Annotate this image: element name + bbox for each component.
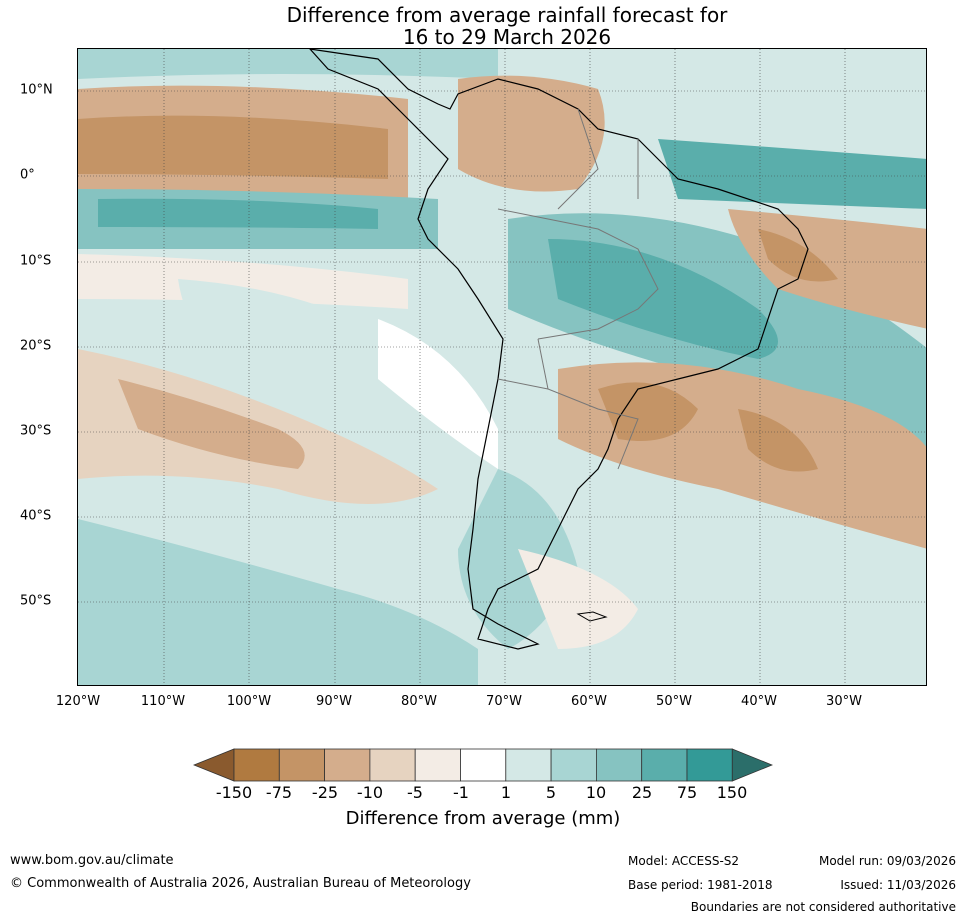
- south-atlantic-dry-core: [738, 409, 818, 472]
- colorbar-cell: [414, 748, 461, 782]
- colorbar-tick: 150: [716, 783, 748, 802]
- rainfall-map: [77, 48, 927, 686]
- rainfall-anomaly-field: [78, 49, 926, 685]
- falkland-islands: [576, 611, 608, 622]
- lat-label-0: 0°: [20, 167, 35, 183]
- colorbar-cell: [550, 748, 597, 782]
- colorbar-tick: 25: [631, 783, 653, 802]
- lat-label-30s: 30°S: [20, 423, 52, 439]
- colorbar-tick: -10: [356, 783, 384, 802]
- colorbar-arrow-left: [193, 748, 235, 782]
- colorbar-tick: 75: [676, 783, 698, 802]
- lon-label-90w: 90°W: [316, 694, 352, 709]
- ne-brazil-dry-core: [758, 229, 838, 282]
- graticule: [78, 49, 926, 685]
- colorbar-tick: -25: [311, 783, 339, 802]
- colorbar-cell: [686, 748, 733, 782]
- south-america-coastline: [309, 49, 809, 650]
- pacific-wet-patch: [178, 279, 408, 389]
- disclaimer-text: Boundaries are not considered authoritat…: [690, 900, 956, 914]
- lat-label-10s: 10°S: [20, 253, 52, 269]
- title-line-1: Difference from average rainfall forecas…: [286, 3, 728, 27]
- colorbar-cell: [278, 748, 326, 782]
- colorbar-tick: -5: [407, 783, 423, 802]
- lon-label-80w: 80°W: [401, 694, 437, 709]
- colorbar-label: Difference from average (mm): [345, 808, 621, 829]
- lat-label-50s: 50°S: [20, 593, 52, 609]
- model-text: Model: ACCESS-S2: [628, 854, 740, 868]
- north-wet-strip: [78, 49, 498, 79]
- colorbar-tick: 10: [585, 783, 607, 802]
- colorbar-tick: -75: [265, 783, 293, 802]
- lon-label-70w: 70°W: [486, 694, 522, 709]
- lat-label-10n: 10°N: [20, 82, 53, 98]
- lon-label-120w: 120°W: [55, 694, 101, 709]
- colorbar-tick: 5: [545, 783, 557, 802]
- lon-label-110w: 110°W: [140, 694, 186, 709]
- colorbar-cell: [505, 748, 552, 782]
- chile-coast-neutral: [378, 319, 498, 469]
- model-run-text: Model run: 09/03/2026: [818, 854, 956, 868]
- country-borders: [497, 108, 659, 470]
- uruguay-dry-core: [598, 382, 698, 441]
- colorbar-tick: -150: [215, 783, 253, 802]
- brazil-wet-core: [548, 239, 778, 359]
- colorbar-tick: -1: [453, 783, 469, 802]
- lon-label-60w: 60°W: [571, 694, 607, 709]
- colorbar-cell: [324, 748, 371, 782]
- lon-label-30w: 30°W: [826, 694, 862, 709]
- lon-label-40w: 40°W: [741, 694, 777, 709]
- neutral-band: [78, 254, 408, 309]
- lon-label-100w: 100°W: [226, 694, 272, 709]
- lon-label-50w: 50°W: [656, 694, 692, 709]
- copyright-text: © Commonwealth of Australia 2026, Austra…: [10, 876, 471, 891]
- website-text: www.bom.gov.au/climate: [10, 853, 174, 868]
- south-atlantic-wet: [578, 479, 926, 589]
- southern-ocean-wet: [78, 519, 478, 685]
- argentina-shelf-neutral: [518, 549, 638, 649]
- title-line-2: 16 to 29 March 2026: [402, 25, 612, 49]
- colorbar-tick: 1: [500, 783, 512, 802]
- northern-sa-dry: [458, 75, 605, 192]
- lat-label-20s: 20°S: [20, 338, 52, 354]
- colorbar-cell: [460, 748, 507, 782]
- colorbar-cell: [641, 748, 688, 782]
- equatorial-wet-core: [98, 198, 378, 229]
- pacific-dry-core: [78, 115, 388, 179]
- colorbar-arrow-right: [731, 748, 773, 782]
- colorbar-cell: [369, 748, 416, 782]
- colorbar-cell: [595, 748, 643, 782]
- base-period-text: Base period: 1981-2018: [628, 878, 773, 892]
- colorbar-cell: [233, 748, 280, 782]
- south-pacific-dry-core: [118, 379, 305, 469]
- lat-label-40s: 40°S: [20, 508, 52, 524]
- issued-text: Issued: 11/03/2026: [840, 878, 956, 892]
- colorbar: [193, 748, 773, 782]
- map-title: Difference from average rainfall forecas…: [0, 4, 965, 48]
